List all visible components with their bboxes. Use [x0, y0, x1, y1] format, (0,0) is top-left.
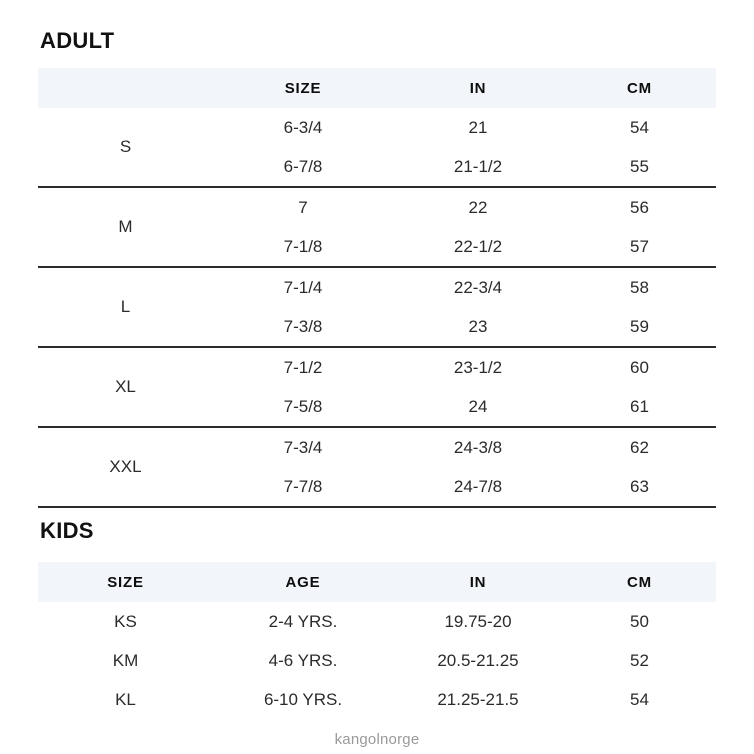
adult-section-title: ADULT [40, 28, 115, 53]
adult-header-row: SIZE IN CM [38, 68, 716, 108]
cell-size: 7-7/8 [283, 476, 323, 496]
adult-header-in: IN [469, 79, 487, 97]
size-label: KS [114, 611, 137, 631]
cell-size: 6-7/8 [283, 156, 323, 176]
size-group-s: S 6-3/4 21 54 6-7/8 21-1/2 55 [38, 108, 716, 187]
table-row: XL 7-1/2 23-1/2 60 [38, 347, 716, 397]
cell-in: 24-3/8 [453, 437, 503, 457]
size-group-l: L 7-1/4 22-3/4 58 7-3/8 23 59 [38, 267, 716, 347]
kids-header-row: SIZE AGE IN CM [38, 562, 716, 602]
cell-in: 22-1/2 [453, 236, 503, 256]
cell-size: 7-5/8 [283, 396, 323, 416]
cell-cm: 61 [630, 396, 649, 416]
kids-size-table: SIZE AGE IN CM KS 2-4 YRS. 19.75-20 50 K… [38, 562, 716, 719]
cell-in: 21-1/2 [453, 156, 503, 176]
cell-cm: 52 [630, 650, 649, 670]
size-group-xxl: XXL 7-3/4 24-3/8 62 7-7/8 24-7/8 63 [38, 427, 716, 507]
kids-header-age: AGE [285, 573, 321, 591]
cell-age: 6-10 YRS. [263, 689, 343, 709]
table-row: 6-7/8 21-1/2 55 [38, 147, 716, 187]
size-label: M [118, 217, 133, 236]
cell-in: 24-7/8 [453, 476, 503, 496]
adult-table-header: SIZE IN CM [38, 68, 716, 108]
kids-section-title: KIDS [40, 518, 94, 543]
cell-cm: 58 [630, 277, 649, 297]
cell-size: 7-1/8 [283, 236, 323, 256]
cell-cm: 60 [630, 357, 649, 377]
cell-age: 2-4 YRS. [268, 611, 338, 631]
size-group-xl: XL 7-1/2 23-1/2 60 7-5/8 24 61 [38, 347, 716, 427]
cell-cm: 54 [630, 117, 649, 137]
cell-in: 21.25-21.5 [437, 689, 519, 709]
table-row: KL 6-10 YRS. 21.25-21.5 54 [38, 680, 716, 719]
size-label: KL [115, 689, 136, 709]
kids-header-in: IN [469, 573, 487, 591]
cell-size: 7-1/2 [283, 357, 323, 377]
adult-header-size: SIZE [284, 79, 322, 97]
table-row: XXL 7-3/4 24-3/8 62 [38, 427, 716, 477]
table-row: M 7 22 56 [38, 187, 716, 237]
site-watermark: kangolnorge [334, 731, 420, 748]
adult-header-cm: CM [627, 79, 652, 97]
size-group-m: M 7 22 56 7-1/8 22-1/2 57 [38, 187, 716, 267]
cell-cm: 56 [630, 197, 649, 217]
kids-table-header: SIZE AGE IN CM [38, 562, 716, 602]
cell-in: 21 [468, 117, 488, 137]
table-row: KS 2-4 YRS. 19.75-20 50 [38, 602, 716, 641]
cell-age: 4-6 YRS. [268, 650, 338, 670]
cell-cm: 54 [630, 689, 649, 709]
table-row: 7-7/8 24-7/8 63 [38, 467, 716, 507]
cell-cm: 57 [630, 236, 649, 256]
cell-cm: 50 [630, 611, 649, 631]
size-label: XL [115, 377, 136, 396]
adult-header-blank [38, 68, 213, 108]
table-row: KM 4-6 YRS. 20.5-21.25 52 [38, 641, 716, 680]
kids-header-cm: CM [627, 573, 652, 591]
cell-size: 7-3/8 [283, 316, 323, 336]
cell-in: 23-1/2 [453, 357, 503, 377]
table-row: S 6-3/4 21 54 [38, 108, 716, 157]
table-row: 7-5/8 24 61 [38, 387, 716, 427]
adult-size-table: SIZE IN CM S 6-3/4 21 54 6-7/8 21-1/2 55… [38, 68, 716, 508]
cell-cm: 63 [630, 476, 649, 496]
cell-size: 7-3/4 [283, 437, 323, 457]
cell-cm: 59 [630, 316, 649, 336]
size-label: KM [112, 650, 139, 670]
size-label: S [119, 137, 132, 156]
cell-in: 22-3/4 [453, 277, 503, 297]
cell-in: 20.5-21.25 [437, 650, 519, 670]
cell-in: 19.75-20 [444, 611, 512, 631]
kids-table-body: KS 2-4 YRS. 19.75-20 50 KM 4-6 YRS. 20.5… [38, 602, 716, 719]
size-label: L [120, 297, 131, 316]
cell-in: 23 [468, 316, 488, 336]
table-row: 7-3/8 23 59 [38, 307, 716, 347]
cell-in: 24 [468, 396, 488, 416]
cell-size: 7-1/4 [283, 277, 323, 297]
cell-cm: 55 [630, 156, 649, 176]
cell-size: 6-3/4 [283, 117, 323, 137]
cell-size: 7 [298, 197, 308, 217]
size-label: XXL [109, 457, 142, 476]
table-row: L 7-1/4 22-3/4 58 [38, 267, 716, 317]
cell-in: 22 [468, 197, 488, 217]
cell-cm: 62 [630, 437, 649, 457]
table-row: 7-1/8 22-1/2 57 [38, 227, 716, 267]
kids-header-size: SIZE [107, 573, 144, 591]
